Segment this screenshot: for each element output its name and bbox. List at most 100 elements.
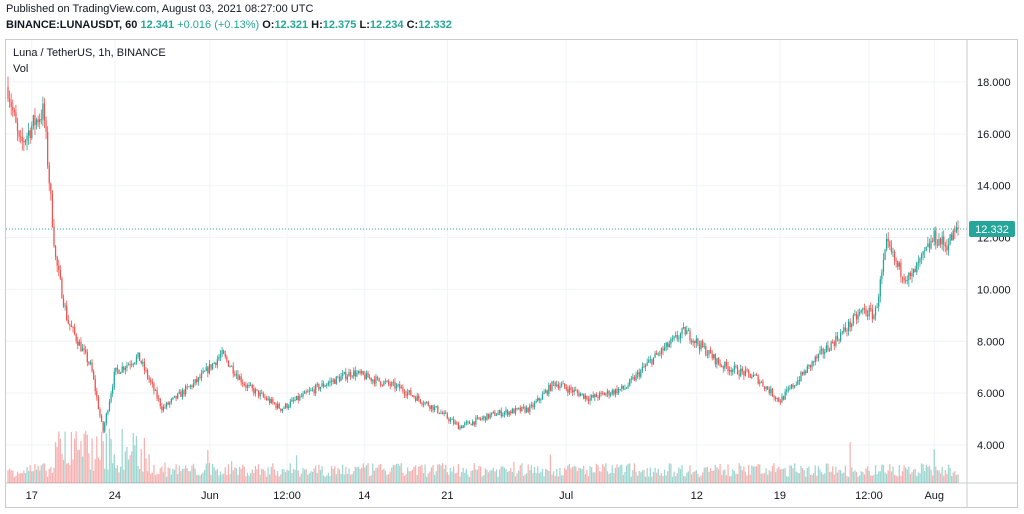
candle [399,381,401,392]
candle [183,388,185,398]
candle [717,356,720,366]
candle [862,307,864,315]
volume-bar [681,465,683,483]
volume-bar [194,468,196,483]
candle [96,387,98,401]
volume-bar [62,459,65,483]
volume-bar [546,469,548,483]
x-tick-label: 21 [441,490,453,502]
candle [318,383,320,392]
volume-bar [922,464,924,483]
candle [29,127,31,144]
candle [951,232,953,241]
candle [465,419,467,426]
volume-bar [238,466,241,483]
volume-bar [192,463,195,483]
volume-bar [475,469,477,483]
candle [94,375,96,396]
volume-bar [928,465,931,483]
volume-bar [184,465,187,483]
volume-bar [96,436,98,483]
candle [243,381,245,387]
candle [668,340,670,348]
volume-bar [665,475,667,483]
volume-bar [589,466,591,483]
candle [844,322,847,333]
candle [468,420,471,424]
candle [735,364,737,369]
candle [123,365,125,373]
candle [373,375,375,387]
candle [148,375,150,383]
volume-bar [70,431,73,483]
volume-bar [131,451,133,483]
volume-bar [215,470,217,483]
candle [337,375,339,379]
candle [294,396,296,402]
volume-bar [93,470,95,483]
candle [327,380,330,387]
candle [86,348,88,367]
volume-bar [682,475,685,483]
candle [487,413,490,420]
candle [900,258,902,283]
volume-bar [476,469,479,483]
candle [633,374,636,382]
volume-bar [662,475,664,483]
volume-bar [822,474,824,483]
volume-bar [139,469,141,483]
candle [284,402,287,409]
candle [61,276,63,299]
candle [403,389,406,398]
volume-bar [873,474,875,483]
volume-bar [454,473,456,483]
volume-bar [765,468,767,483]
candle [782,395,785,401]
volume-bar [351,474,353,483]
volume-bar [441,463,444,483]
volume-bar [817,466,820,483]
volume-bar [169,468,171,483]
candle [889,240,891,251]
candle [614,388,617,398]
candle [767,385,769,390]
candle [311,387,314,392]
candle [165,401,168,410]
volume-bar [164,462,166,483]
candle [210,364,212,371]
candle [719,359,721,368]
candle [941,231,943,251]
candle [169,401,171,408]
candle [329,377,331,387]
candle [716,357,718,369]
volume-bar [646,467,648,483]
candle [670,337,672,349]
volume-bar [303,469,306,483]
volume-bar [727,464,729,483]
volume-bar [54,442,57,483]
volume-bar [267,467,269,483]
volume-bar [638,470,640,483]
candle [957,220,959,236]
volume-bar [924,470,926,483]
volume-bar [421,464,423,483]
volume-bar [657,468,659,483]
volume-bar [643,469,645,483]
volume-bar [776,468,778,483]
candle [768,386,770,396]
volume-bar [951,475,953,483]
volume-bar [801,468,804,483]
candle [180,389,182,397]
volume-bar [722,470,724,483]
volume-bar [594,472,596,483]
candle [73,323,76,336]
volume-bar [368,476,371,483]
volume-bar [900,475,902,483]
candle [847,318,850,336]
candle [586,395,588,401]
volume-bar [91,438,93,483]
candle [441,410,444,415]
volume-bar [671,476,674,483]
volume-bar [408,471,410,483]
